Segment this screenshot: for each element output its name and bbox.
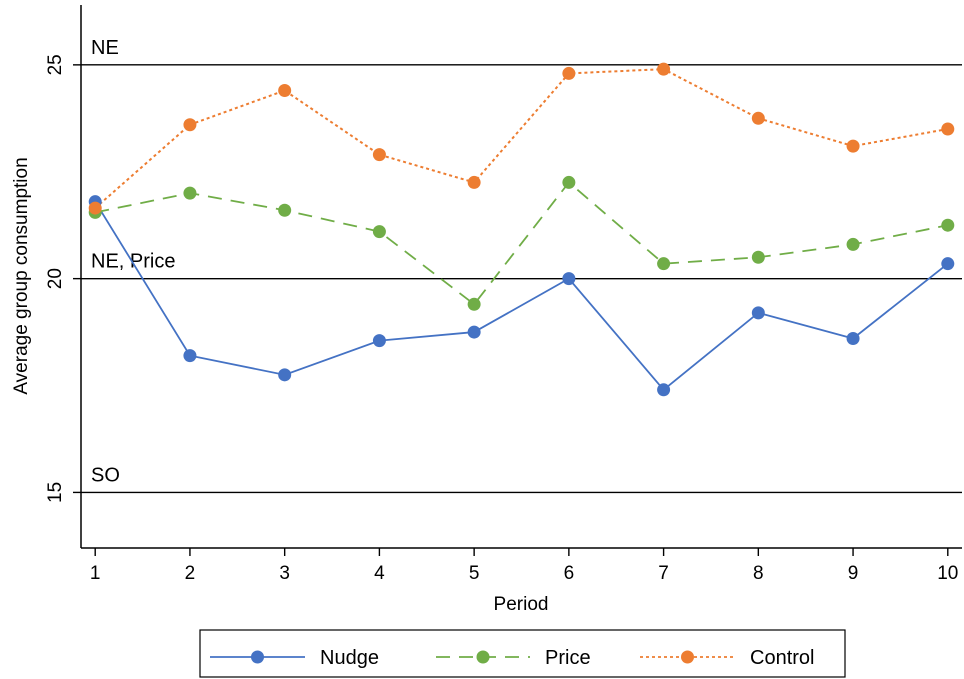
x-tick-label: 3 bbox=[279, 563, 290, 584]
data-point-price bbox=[372, 225, 386, 239]
data-point-control bbox=[846, 139, 860, 153]
y-tick-label: 15 bbox=[45, 482, 66, 503]
x-tick-label: 10 bbox=[937, 563, 958, 584]
data-point-nudge bbox=[278, 368, 292, 382]
data-point-price bbox=[751, 250, 765, 264]
x-tick-label: 8 bbox=[753, 563, 764, 584]
x-tick-label: 5 bbox=[469, 563, 480, 584]
x-tick-label: 9 bbox=[848, 563, 859, 584]
data-point-price bbox=[846, 237, 860, 251]
reference-line-label: NE, Price bbox=[91, 251, 175, 273]
legend-marker-price bbox=[476, 650, 490, 664]
data-point-price bbox=[941, 218, 955, 232]
data-point-nudge bbox=[941, 257, 955, 271]
series-line-nudge bbox=[94, 201, 949, 392]
data-point-nudge bbox=[372, 334, 386, 348]
x-axis-label: Period bbox=[494, 594, 549, 615]
y-tick-label: 20 bbox=[45, 268, 66, 289]
data-point-control bbox=[88, 201, 102, 215]
data-point-price bbox=[657, 257, 671, 271]
y-axis-ticks: 15 20 25 bbox=[45, 54, 81, 503]
data-point-price bbox=[467, 297, 481, 311]
data-point-price bbox=[562, 175, 576, 189]
data-point-price bbox=[278, 203, 292, 217]
data-point-control bbox=[562, 66, 576, 80]
data-point-control bbox=[278, 84, 292, 98]
x-tick-label: 2 bbox=[185, 563, 196, 584]
series-lines bbox=[94, 68, 949, 392]
data-point-nudge bbox=[183, 349, 197, 363]
data-point-price bbox=[183, 186, 197, 200]
series-line-control bbox=[94, 68, 948, 209]
legend-label-price: Price bbox=[545, 647, 591, 669]
data-point-control bbox=[751, 111, 765, 125]
data-point-nudge bbox=[467, 325, 481, 339]
series-line-price bbox=[95, 181, 948, 306]
data-point-nudge bbox=[562, 272, 576, 286]
data-point-nudge bbox=[751, 306, 765, 320]
y-axis-label: Average group consumption bbox=[11, 157, 32, 394]
x-tick-label: 4 bbox=[374, 563, 385, 584]
x-axis-ticks: 1 2 3 4 5 6 7 8 9 10 bbox=[90, 548, 958, 584]
plot-frame bbox=[80, 5, 962, 549]
data-point-control bbox=[372, 148, 386, 162]
legend-label-nudge: Nudge bbox=[320, 647, 379, 669]
data-point-control bbox=[657, 62, 671, 76]
reference-line-label: NE bbox=[91, 37, 119, 59]
series-points bbox=[88, 62, 955, 397]
data-point-control bbox=[183, 118, 197, 132]
data-point-nudge bbox=[846, 331, 860, 345]
x-tick-label: 1 bbox=[90, 563, 101, 584]
legend-label-control: Control bbox=[750, 647, 814, 669]
data-point-control bbox=[467, 175, 481, 189]
data-point-nudge bbox=[657, 383, 671, 397]
x-tick-label: 6 bbox=[564, 563, 575, 584]
y-tick-label: 25 bbox=[45, 54, 66, 75]
legend: Nudge Price Control bbox=[199, 629, 846, 678]
reference-line-label: SO bbox=[91, 464, 120, 486]
x-tick-label: 7 bbox=[658, 563, 669, 584]
legend-box bbox=[199, 629, 846, 678]
reference-lines: NE NE, Price SO bbox=[81, 37, 962, 494]
data-point-control bbox=[941, 122, 955, 136]
legend-marker-nudge bbox=[251, 650, 264, 664]
legend-marker-control bbox=[681, 650, 694, 664]
